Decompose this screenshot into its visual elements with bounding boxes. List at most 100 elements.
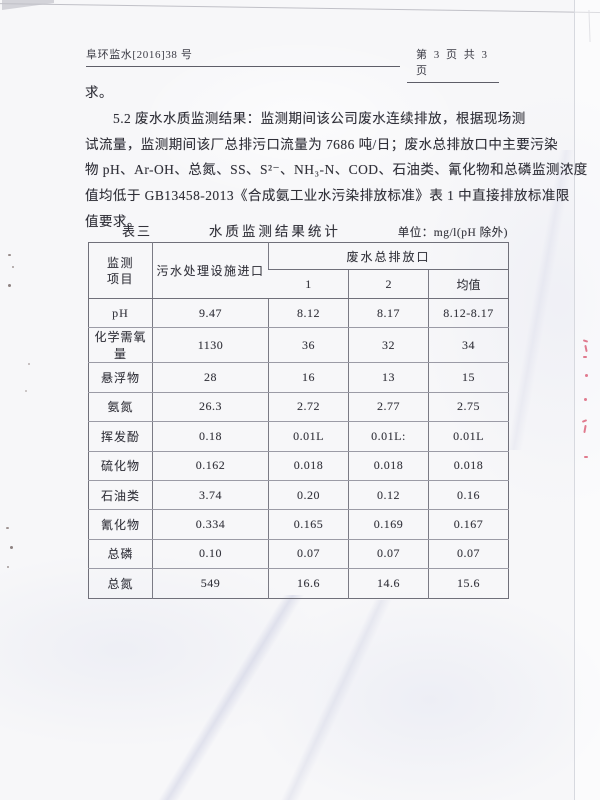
item-cell: 硫化物 bbox=[88, 451, 153, 481]
value-cell-o2: 13 bbox=[348, 362, 429, 393]
red-pen-mark bbox=[583, 356, 587, 358]
paragraph-line: 值要求。 bbox=[85, 213, 141, 229]
ink-speck bbox=[6, 527, 9, 529]
value-cell-o2: 2.77 bbox=[348, 392, 429, 423]
value-cell-o1: 0.165 bbox=[268, 509, 349, 540]
value-cell-inlet: 1130 bbox=[152, 327, 269, 364]
table-row: 氨氮 26.3 2.72 2.77 2.75 bbox=[88, 392, 509, 423]
value-cell-o2: 0.018 bbox=[348, 451, 429, 481]
ink-speck bbox=[10, 546, 13, 549]
col-subheader: 2 bbox=[348, 269, 429, 299]
col-header-inlet: 污水处理设施进口 bbox=[152, 242, 269, 299]
value-cell-o2: 8.17 bbox=[348, 298, 429, 329]
body-paragraph: 求。 5.2 废水水质监测结果：监测期间该公司废水连续排放，根据现场测试流量，监测… bbox=[85, 80, 588, 235]
table-row: 总磷 0.10 0.07 0.07 0.07 bbox=[88, 539, 509, 570]
value-cell-o1: 8.12 bbox=[268, 298, 349, 329]
table-label: 表三 bbox=[122, 224, 153, 239]
ink-speck bbox=[7, 566, 9, 568]
col-subheader: 1 bbox=[268, 269, 349, 299]
value-cell-o2: 32 bbox=[348, 327, 429, 364]
monitoring-results-table: 监测 项目 污水处理设施进口 废水总排放口 1 2 均值 pH 9.47 8.12 8.1… bbox=[88, 242, 510, 599]
col-header-item-line2: 项目 bbox=[106, 271, 134, 286]
value-cell-inlet: 0.162 bbox=[152, 451, 269, 481]
table-row: 石油类 3.74 0.20 0.12 0.16 bbox=[88, 480, 509, 511]
col-header-item: 监测 项目 bbox=[88, 242, 153, 299]
table-row: pH 9.47 8.12 8.17 8.12-8.17 bbox=[88, 298, 509, 329]
page-number: 第 3 页 共 3 页 bbox=[407, 46, 499, 83]
value-cell-inlet: 28 bbox=[152, 362, 269, 393]
value-cell-o1: 36 bbox=[268, 327, 349, 364]
red-pen-mark bbox=[584, 456, 588, 458]
value-cell-inlet: 0.334 bbox=[152, 509, 269, 540]
value-cell-o1: 0.01L bbox=[268, 421, 349, 452]
value-cell-inlet: 0.10 bbox=[152, 539, 269, 570]
paragraph-line: 试流量，监测期间该厂总排污口流量为 7686 吨/日；废水总排放口中主要污染 bbox=[85, 136, 559, 152]
ink-speck bbox=[28, 363, 30, 365]
value-cell-avg: 15 bbox=[427, 362, 509, 393]
item-cell: 氰化物 bbox=[88, 509, 153, 540]
col-header-item-line1: 监测 bbox=[106, 255, 134, 270]
paper-top-edge bbox=[0, 3, 600, 14]
value-cell-o2: 14.6 bbox=[348, 568, 429, 599]
ink-speck bbox=[12, 266, 14, 268]
table-row: 挥发酚 0.18 0.01L 0.01L: 0.01L bbox=[88, 421, 509, 452]
item-cell: 挥发酚 bbox=[88, 421, 153, 452]
item-cell: 化学需氧量 bbox=[88, 327, 153, 364]
value-cell-avg: 0.01L bbox=[427, 421, 509, 452]
value-cell-o1: 2.72 bbox=[268, 392, 349, 423]
ink-speck bbox=[25, 390, 27, 392]
red-pen-mark bbox=[584, 398, 587, 401]
table-title: 水质监测结果统计 bbox=[208, 224, 341, 239]
item-cell: 悬浮物 bbox=[88, 362, 153, 393]
paragraph-line: 值均低于 GB13458-2013《合成氨工业水污染排放标准》表 1 中直接排放… bbox=[85, 188, 570, 204]
value-cell-o2: 0.12 bbox=[348, 480, 429, 511]
value-cell-o2: 0.01L: bbox=[348, 421, 429, 452]
paragraph-line: 物 pH、Ar-OH、总氮、SS、S²⁻、NH₃-N、COD、石油类、氰化物和总… bbox=[85, 162, 588, 178]
value-cell-avg: 0.167 bbox=[427, 509, 509, 540]
value-cell-inlet: 9.47 bbox=[152, 298, 269, 329]
value-cell-avg: 0.16 bbox=[427, 480, 509, 511]
table-row: 总氮 549 16.6 14.6 15.6 bbox=[89, 568, 509, 599]
value-cell-inlet: 0.18 bbox=[152, 421, 269, 452]
paper-crease bbox=[124, 595, 336, 800]
item-cell: 总氮 bbox=[107, 576, 134, 591]
item-cell: 氨氮 bbox=[88, 392, 153, 423]
item-cell: 总磷 bbox=[88, 539, 153, 570]
ink-speck bbox=[8, 284, 11, 287]
paragraph-line: 5.2 废水水质监测结果：监测期间该公司废水连续排放，根据现场测 bbox=[113, 110, 526, 126]
value-cell-inlet: 549 bbox=[152, 568, 269, 599]
value-cell-o2: 0.07 bbox=[348, 539, 429, 570]
item-cell: 石油类 bbox=[88, 480, 153, 511]
value-cell-avg: 15.6 bbox=[427, 568, 509, 599]
value-cell-inlet: 26.3 bbox=[152, 392, 269, 423]
value-cell-o1: 16.6 bbox=[268, 568, 349, 599]
scan-top-left-shadow bbox=[2, 0, 54, 10]
value-cell-o1: 0.20 bbox=[268, 480, 349, 511]
value-cell-inlet: 3.74 bbox=[152, 480, 269, 511]
paper-crease bbox=[250, 600, 420, 800]
value-cell-avg: 8.12-8.17 bbox=[427, 298, 509, 329]
document-number: 阜环监水[2016]38 号 bbox=[86, 46, 400, 67]
col-subheader: 均值 bbox=[427, 269, 509, 299]
scan-right-strip bbox=[575, 0, 600, 800]
table-row: 悬浮物 28 16 13 15 bbox=[88, 362, 509, 393]
table-row: 硫化物 0.162 0.018 0.018 0.018 bbox=[88, 451, 509, 481]
table-row: 氰化物 0.334 0.165 0.169 0.167 bbox=[88, 509, 509, 540]
value-cell-avg: 0.018 bbox=[427, 451, 509, 481]
table-caption: 表三 水质监测结果统计 单位：mg/l(pH 除外) bbox=[88, 220, 508, 240]
col-header-outlet-group: 废水总排放口 bbox=[267, 242, 509, 270]
value-cell-o2: 0.169 bbox=[348, 509, 429, 540]
value-cell-avg: 0.07 bbox=[427, 539, 509, 570]
paragraph-line: 求。 bbox=[85, 85, 113, 100]
value-cell-o1: 0.018 bbox=[268, 451, 349, 481]
ink-speck bbox=[8, 254, 11, 256]
value-cell-avg: 2.75 bbox=[427, 392, 509, 423]
item-cell: pH bbox=[88, 298, 153, 329]
value-cell-avg: 34 bbox=[427, 327, 509, 364]
table-row: 化学需氧量 1130 36 32 34 bbox=[88, 327, 509, 364]
table-unit: 单位：mg/l(pH 除外) bbox=[397, 227, 508, 239]
value-cell-o1: 0.07 bbox=[268, 539, 349, 570]
paper-right-edge bbox=[574, 0, 575, 800]
red-pen-mark bbox=[585, 374, 588, 377]
